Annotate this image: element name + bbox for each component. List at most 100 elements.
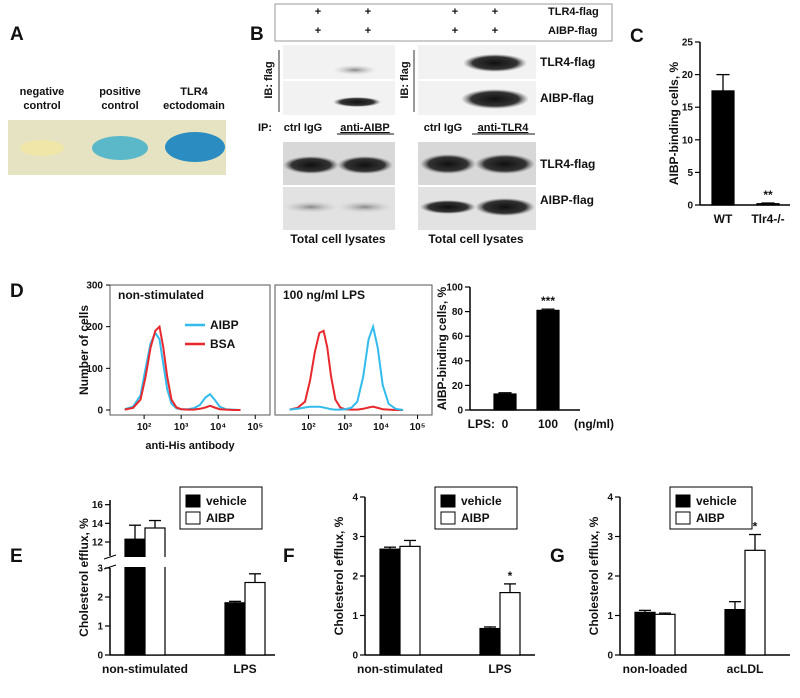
panel-label: D xyxy=(10,281,24,302)
significance: *** xyxy=(541,294,555,308)
plot-title: 100 ng/ml LPS xyxy=(283,288,365,302)
histogram-line xyxy=(124,324,241,411)
error-bar xyxy=(229,600,241,603)
bar xyxy=(744,549,766,656)
blot-label: TLR4-flag xyxy=(540,55,595,69)
error-bar xyxy=(659,612,671,615)
legend-swatch xyxy=(440,511,456,525)
legend-label: AIBP xyxy=(461,511,490,525)
plot-box xyxy=(109,284,271,416)
x-tick-label: 10⁵ xyxy=(410,422,426,433)
x-tick-label: acLDL xyxy=(727,662,764,676)
panel-a: A negative control positive control TLR4… xyxy=(8,24,226,175)
y-tick-label: 60 xyxy=(452,332,464,343)
plus: + xyxy=(492,6,498,18)
bar xyxy=(654,613,676,656)
ip-lane: ctrl IgG xyxy=(424,122,463,134)
error-bar xyxy=(498,392,512,395)
legend-label: vehicle xyxy=(461,494,502,508)
y-tick-label: 40 xyxy=(452,356,464,367)
error-bar xyxy=(384,546,396,550)
x-prefix: LPS: xyxy=(468,417,495,431)
y-tick-label: 12 xyxy=(92,538,104,549)
blot-label: AIBP-flag xyxy=(540,193,594,207)
band xyxy=(333,97,381,107)
error-bar xyxy=(541,308,555,311)
error-bar xyxy=(129,524,141,540)
panel-label: A xyxy=(10,24,24,45)
lane-label: positive xyxy=(99,86,141,98)
legend-label: AIBP xyxy=(206,511,235,525)
y-axis-label: AIBP-binding cells, % xyxy=(435,287,449,411)
x-tick-label: 10⁵ xyxy=(247,422,263,433)
ip-prefix: IP: xyxy=(258,122,272,134)
band xyxy=(461,89,529,109)
y-tick-label: 2 xyxy=(607,572,613,583)
y-tick-label: 2 xyxy=(352,572,358,583)
band xyxy=(333,65,377,75)
lane-label: negative xyxy=(20,86,65,98)
legend-swatch xyxy=(675,494,691,508)
panel-b: B + + + + TLR4-flag + + + + AIBP-flag IB… xyxy=(250,3,613,246)
x-unit: (ng/ml) xyxy=(574,417,614,431)
y-tick-label: 25 xyxy=(682,38,694,49)
band xyxy=(420,200,476,214)
y-tick-label: 1 xyxy=(607,611,613,622)
panel-label: B xyxy=(250,24,264,45)
band xyxy=(475,198,535,216)
y-tick-label: 3 xyxy=(352,532,358,543)
legend-label: AIBP xyxy=(210,318,239,332)
error-bar xyxy=(404,539,416,547)
row-label: AIBP-flag xyxy=(548,25,598,37)
band xyxy=(337,156,393,174)
lane-label: TLR4 xyxy=(180,86,208,98)
significance: * xyxy=(508,569,513,583)
error-bar xyxy=(149,519,161,528)
x-tick-label: non-loaded xyxy=(623,662,688,676)
legend-swatch xyxy=(675,511,691,525)
error-bar xyxy=(729,601,741,610)
plus: + xyxy=(315,6,321,18)
spot xyxy=(92,136,148,160)
y-tick-label: 14 xyxy=(92,519,104,530)
y-tick-label: 300 xyxy=(86,281,103,292)
bar xyxy=(493,393,517,411)
legend-label: vehicle xyxy=(696,494,737,508)
bar xyxy=(756,203,780,206)
y-tick-label: 3 xyxy=(97,564,103,575)
plus: + xyxy=(452,25,458,37)
error-bar xyxy=(504,583,516,593)
x-tick-label: 100 xyxy=(538,417,558,431)
row-label: TLR4-flag xyxy=(548,6,599,18)
bar xyxy=(724,608,746,656)
header-box xyxy=(274,3,613,42)
y-tick-label: 15 xyxy=(682,103,694,114)
panel-label: G xyxy=(550,546,565,567)
y-tick-label: 4 xyxy=(607,493,613,504)
x-tick-label: non-stimulated xyxy=(102,662,188,676)
bar xyxy=(244,581,266,656)
y-tick-label: 100 xyxy=(86,364,103,375)
plus: + xyxy=(492,25,498,37)
x-tick-label: 10³ xyxy=(338,422,353,433)
lane-label: control xyxy=(23,100,60,112)
bar xyxy=(499,591,521,656)
bar xyxy=(479,627,501,656)
lane-label: control xyxy=(101,100,138,112)
x-axis-label: anti-His antibody xyxy=(145,440,235,452)
y-tick-label: 80 xyxy=(452,307,464,318)
legend-label: BSA xyxy=(210,337,236,351)
x-tick-label: 10² xyxy=(301,422,316,433)
y-tick-label: 16 xyxy=(92,500,104,511)
error-bar xyxy=(484,626,496,629)
y-tick-label: 1 xyxy=(97,622,103,633)
x-tick-label: Tlr4-/- xyxy=(751,212,784,226)
y-tick-label: 100 xyxy=(446,283,463,294)
ib-label: IB: flag xyxy=(399,61,411,98)
bar xyxy=(124,538,146,656)
error-bar xyxy=(639,609,651,613)
x-tick-label: 10⁴ xyxy=(373,422,389,433)
x-tick-label: 0 xyxy=(502,417,509,431)
plus: + xyxy=(365,6,371,18)
band xyxy=(337,201,393,213)
